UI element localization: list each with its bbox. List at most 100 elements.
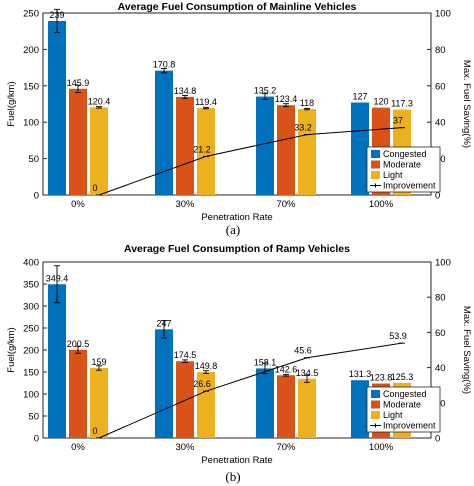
- legend-label: Improvement: [383, 421, 436, 431]
- bar-data-label: 239: [49, 10, 64, 20]
- bar-light: [197, 372, 215, 438]
- bar-data-label: 170.8: [153, 60, 176, 70]
- legend-swatch: [371, 400, 380, 409]
- bar-congested: [155, 70, 173, 195]
- bar-congested: [351, 102, 369, 195]
- bar-data-label: 123.8: [370, 373, 393, 383]
- y-right-tick-label: 60: [435, 81, 446, 92]
- bar-data-label: 119.4: [195, 97, 217, 107]
- bar-data-label: 134.5: [296, 368, 319, 378]
- chart-panel-1: Average Fuel Consumption of Ramp Vehicle…: [6, 243, 472, 484]
- y-right-axis-label: Max. Fuel Saving(%): [461, 60, 472, 148]
- y-tick-label: 300: [23, 302, 39, 313]
- legend-swatch: [371, 171, 380, 179]
- y-tick-label: 0: [34, 191, 39, 202]
- improvement-data-label: 53.9: [389, 331, 407, 341]
- bar-data-label: 127: [352, 92, 367, 102]
- legend-label: Light: [383, 170, 403, 180]
- y-tick-label: 200: [23, 346, 39, 357]
- bar-light: [197, 108, 215, 195]
- x-tick-label: 100%: [369, 442, 394, 453]
- y-tick-label: 100: [23, 390, 39, 401]
- x-tick-label: 70%: [276, 199, 296, 210]
- bar-data-label: 159: [91, 357, 106, 367]
- legend-swatch: [371, 411, 380, 419]
- bar-congested: [256, 96, 274, 195]
- chart-panel-0: Average Fuel Consumption of Mainline Veh…: [6, 1, 472, 237]
- improvement-data-label: 37: [393, 116, 403, 126]
- bar-data-label: 158.1: [254, 357, 277, 367]
- y-axis-label: Fuel(g/km): [6, 327, 17, 372]
- legend-swatch: [371, 160, 380, 169]
- bar-data-label: 349.4: [46, 273, 69, 283]
- improvement-data-label: 0: [92, 426, 97, 436]
- bar-data-label: 134.8: [174, 86, 197, 96]
- bar-data-label: 123.4: [275, 94, 298, 104]
- y-tick-label: 400: [23, 258, 39, 269]
- legend-label: Improvement: [383, 181, 436, 191]
- chart-title: Average Fuel Consumption of Ramp Vehicle…: [124, 243, 350, 255]
- x-tick-label: 30%: [175, 199, 195, 210]
- improvement-data-label: 33.2: [294, 123, 312, 133]
- improvement-data-label: 45.6: [294, 346, 312, 356]
- legend-label: Congested: [383, 389, 427, 399]
- bar-moderate: [176, 361, 194, 438]
- panel-label: (b): [225, 469, 240, 484]
- improvement-line: [98, 342, 403, 439]
- y-right-tick-label: 100: [435, 9, 451, 20]
- legend-label: Light: [383, 410, 403, 420]
- y-tick-label: 150: [23, 81, 39, 92]
- bar-light: [298, 109, 316, 195]
- bar-data-label: 149.8: [195, 361, 218, 371]
- legend-swatch: [371, 150, 380, 158]
- y-right-tick-label: 40: [435, 363, 446, 374]
- improvement-data-label: 0: [92, 183, 97, 193]
- x-tick-label: 0%: [71, 199, 85, 210]
- legend-swatch: [371, 390, 380, 398]
- y-right-tick-label: 80: [435, 293, 446, 304]
- bar-congested: [48, 21, 66, 196]
- bar-light: [90, 107, 108, 195]
- bar-moderate: [176, 96, 194, 195]
- bar-data-label: 174.5: [174, 350, 197, 360]
- y-right-axis-label: Max. Fuel Saving(%): [461, 306, 472, 394]
- improvement-data-label: 21.2: [193, 144, 211, 154]
- legend-label: Moderate: [383, 160, 421, 170]
- bar-moderate: [69, 88, 87, 195]
- bar-congested: [155, 329, 173, 438]
- bar-moderate: [69, 349, 87, 438]
- chart-title: Average Fuel Consumption of Mainline Veh…: [118, 1, 357, 13]
- bar-congested: [48, 284, 66, 438]
- y-tick-label: 250: [23, 9, 39, 20]
- bar-data-label: 200.5: [67, 339, 90, 349]
- bar-data-label: 131.3: [349, 369, 372, 379]
- y-tick-label: 150: [23, 368, 39, 379]
- improvement-data-label: 26.6: [193, 379, 211, 389]
- bar-light: [298, 378, 316, 438]
- bar-data-label: 247: [156, 318, 171, 328]
- bar-data-label: 117.3: [391, 99, 413, 109]
- y-tick-label: 50: [28, 412, 39, 423]
- legend-label: Moderate: [383, 400, 421, 410]
- x-tick-label: 100%: [369, 199, 394, 210]
- bar-data-label: 135.2: [254, 86, 277, 96]
- y-right-tick-label: 100: [435, 258, 451, 269]
- x-tick-label: 0%: [71, 442, 85, 453]
- bar-congested: [351, 380, 369, 438]
- y-tick-label: 350: [23, 280, 39, 291]
- bar-moderate: [277, 105, 295, 195]
- y-right-tick-label: 40: [435, 118, 446, 129]
- bar-data-label: 125.3: [391, 372, 414, 382]
- bar-data-label: 142.6: [275, 364, 298, 374]
- bar-light: [90, 368, 108, 438]
- x-tick-label: 70%: [276, 442, 296, 453]
- x-tick-label: 30%: [175, 442, 195, 453]
- bar-moderate: [277, 375, 295, 438]
- bar-data-label: 118: [300, 98, 314, 108]
- y-tick-label: 100: [23, 118, 39, 129]
- y-tick-label: 0: [34, 434, 39, 445]
- bar-congested: [256, 368, 274, 438]
